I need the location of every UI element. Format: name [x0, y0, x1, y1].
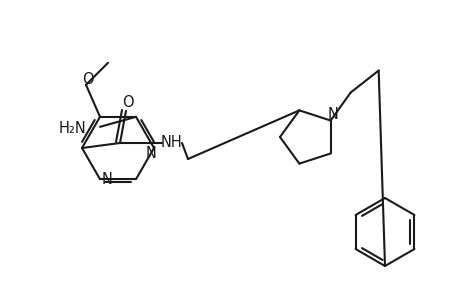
Text: O: O — [82, 72, 94, 87]
Text: NH: NH — [161, 134, 183, 149]
Text: N: N — [326, 107, 337, 122]
Text: N: N — [145, 146, 156, 160]
Text: N: N — [101, 172, 112, 187]
Text: O: O — [122, 94, 134, 110]
Text: H₂N: H₂N — [58, 121, 86, 136]
